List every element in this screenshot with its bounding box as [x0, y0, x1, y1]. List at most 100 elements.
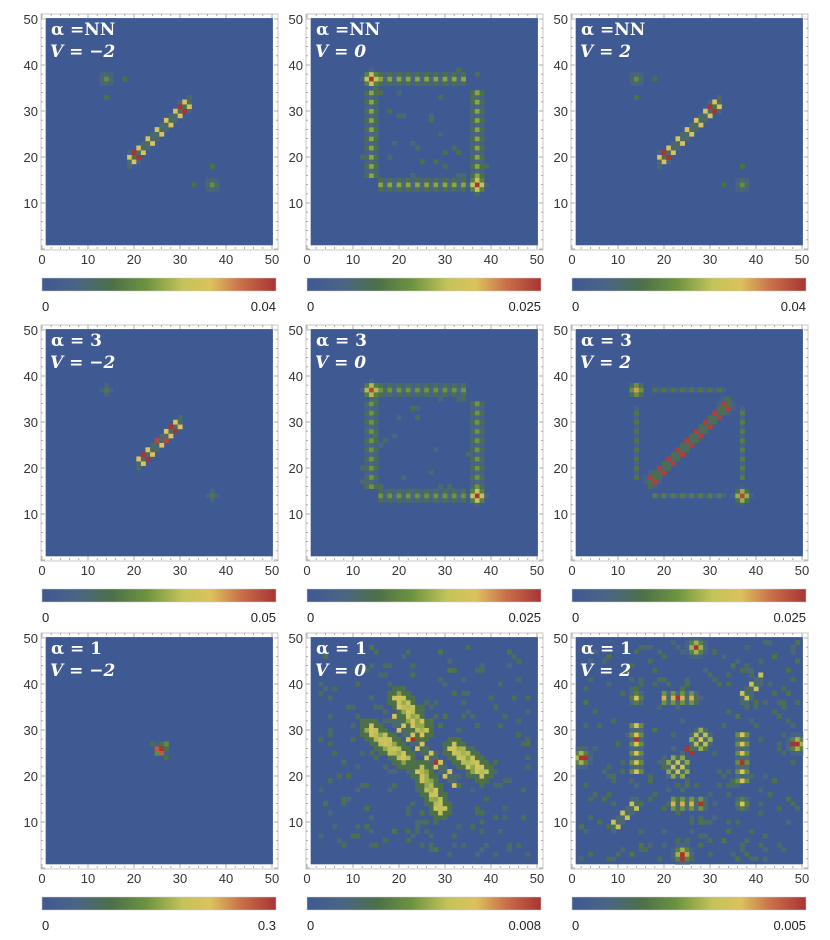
heatmap-cell [484, 764, 489, 770]
heatmap-cell [693, 805, 699, 811]
heatmap-cell [369, 113, 374, 119]
heatmap-cell [670, 456, 676, 462]
heatmap-cell [474, 484, 480, 489]
heatmap-cell [675, 493, 681, 499]
x-tick-label: 30 [703, 563, 717, 578]
heatmap-cell [373, 150, 379, 155]
heatmap-cell [392, 828, 397, 834]
heatmap-cell [424, 792, 430, 797]
heatmap-cell [378, 727, 384, 733]
heatmap-cell [392, 177, 397, 183]
heatmap-cell [456, 392, 462, 397]
heatmap-cell [703, 741, 708, 747]
heatmap-cell [507, 847, 512, 853]
heatmap-cell [378, 493, 384, 499]
heatmap-cell [447, 755, 453, 761]
heatmap-cell [712, 410, 718, 416]
heatmap-cell [666, 456, 672, 462]
heatmap-cell [369, 484, 374, 489]
heatmap-cell [364, 824, 370, 830]
heatmap-cell [474, 113, 480, 119]
heatmap-cell [410, 140, 416, 146]
heatmap-cell [479, 461, 485, 466]
heatmap-cell [465, 493, 471, 499]
heatmap-cell [419, 778, 425, 784]
heatmap-cell [127, 154, 132, 160]
y-tick-label: 20 [289, 769, 303, 784]
heatmap-cell [479, 484, 485, 489]
heatmap-cell [739, 433, 745, 439]
heatmap-cell [698, 736, 704, 742]
heatmap-cell [369, 168, 374, 174]
heatmap-cell [369, 727, 374, 733]
heatmap-cell [795, 640, 800, 646]
heatmap-cell [359, 750, 365, 756]
heatmap-cell [470, 474, 476, 480]
x-tick-label: 50 [530, 252, 544, 267]
heatmap-cell [456, 741, 462, 747]
heatmap-cell [451, 773, 457, 779]
heatmap-cell [629, 71, 635, 77]
heatmap-cell [419, 732, 425, 738]
heatmap-cell [703, 424, 708, 430]
heatmap-cell [392, 76, 397, 82]
heatmap-cell [698, 695, 704, 701]
heatmap-cell [410, 76, 416, 82]
heatmap-cell [638, 76, 644, 82]
heatmap-cell [758, 658, 764, 664]
heatmap-cell [346, 773, 351, 779]
heatmap-cell [364, 461, 370, 466]
heatmap-cell [415, 828, 420, 834]
heatmap-cell [781, 847, 787, 853]
heatmap-cell [419, 488, 425, 494]
heatmap-cell [684, 649, 690, 655]
y-tick-label: 50 [554, 12, 568, 27]
heatmap-cell [479, 127, 485, 132]
heatmap-cell [369, 419, 374, 425]
heatmap-cell [479, 117, 485, 123]
heatmap-cell [355, 681, 361, 687]
heatmap-cell [588, 796, 593, 802]
heatmap-cell [382, 438, 388, 443]
heatmap-cell [680, 842, 685, 848]
heatmap-cell [753, 856, 759, 862]
heatmap-cell [456, 182, 462, 188]
y-tick-label: 10 [554, 196, 568, 211]
heatmap-cell [721, 387, 727, 393]
heatmap-cell [173, 424, 178, 430]
heatmap-cell [703, 649, 708, 655]
heatmap-cell [163, 127, 169, 132]
heatmap-cell [670, 145, 676, 151]
heatmap-cell [419, 819, 425, 825]
heatmap-cell [661, 764, 667, 770]
heatmap-cell [479, 810, 485, 816]
heatmap-cell [629, 746, 635, 751]
heatmap-cell [670, 805, 676, 811]
x-tick-label: 10 [611, 871, 625, 886]
heatmap-cells [99, 382, 220, 503]
heatmap-cell [373, 81, 379, 86]
heatmap-cell [470, 470, 476, 476]
heatmap-cell [666, 154, 672, 160]
heatmap-cell [433, 71, 439, 77]
heatmap-cell [392, 741, 397, 747]
y-tick-label: 20 [24, 150, 38, 165]
heatmap-cell [456, 488, 462, 494]
heatmap-cell [470, 182, 476, 188]
heatmap-cell [753, 704, 759, 710]
heatmap-cell [461, 759, 466, 765]
heatmap-cell [588, 677, 593, 682]
heatmap-cell [410, 81, 416, 86]
heatmap-cell [323, 801, 328, 807]
heatmap-cell [670, 847, 676, 853]
heatmap-cell [369, 428, 374, 434]
heatmap-cell [698, 117, 704, 123]
heatmap-cell [182, 104, 188, 109]
heatmap-cell [205, 493, 211, 499]
heatmap-cell [716, 493, 722, 499]
heatmap-cell [401, 81, 407, 86]
heatmap-cell [451, 750, 457, 756]
heatmap-cell [392, 759, 397, 765]
heatmap-cell [629, 382, 635, 388]
heatmap-cell [762, 700, 768, 705]
